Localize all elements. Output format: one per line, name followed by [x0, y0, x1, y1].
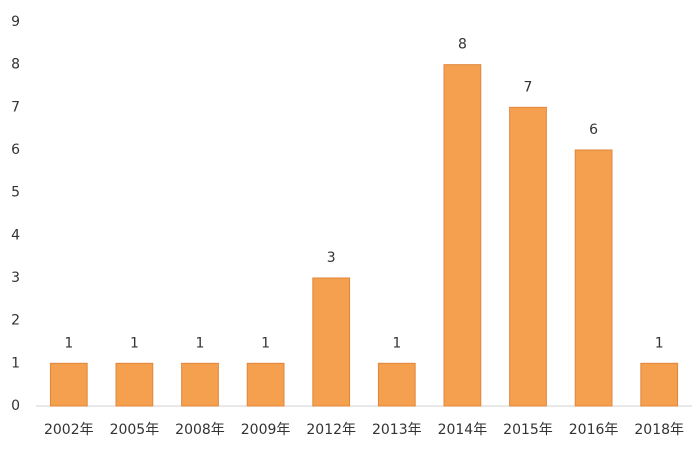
bar	[377, 362, 416, 407]
y-tick-label: 6	[11, 142, 20, 158]
x-tick-label: 2014年	[438, 422, 488, 438]
bar	[115, 362, 154, 407]
x-tick-label: 2016年	[569, 422, 619, 438]
bar	[574, 149, 613, 407]
data-label: 1	[655, 335, 664, 351]
y-tick-label: 4	[11, 227, 20, 243]
x-tick-label: 2013年	[372, 422, 422, 438]
bar	[509, 106, 547, 407]
y-tick-label: 2	[11, 313, 20, 329]
x-tick-label: 2009年	[241, 422, 291, 438]
x-tick-label: 2018年	[634, 422, 684, 438]
y-tick-label: 1	[11, 355, 20, 371]
x-tick-label: 2008年	[175, 422, 225, 438]
bar	[640, 362, 679, 407]
data-label: 6	[589, 122, 598, 138]
x-tick-label: 2005年	[110, 422, 160, 438]
y-tick-label: 7	[11, 99, 20, 115]
bar	[312, 277, 351, 407]
bar	[246, 362, 285, 407]
data-label: 1	[392, 335, 401, 351]
bar	[49, 362, 88, 407]
y-tick-label: 8	[11, 57, 20, 73]
data-label: 1	[261, 335, 270, 351]
data-label: 1	[130, 335, 139, 351]
y-tick-label: 3	[11, 270, 20, 286]
data-label: 3	[327, 250, 336, 266]
data-label: 8	[458, 37, 467, 53]
x-tick-label: 2002年	[44, 422, 94, 438]
bar	[443, 64, 482, 407]
x-tick-label: 2015年	[503, 422, 553, 438]
data-label: 1	[64, 335, 73, 351]
y-tick-label: 9	[11, 14, 20, 30]
x-tick-label: 2012年	[306, 422, 356, 438]
bar	[181, 362, 219, 407]
data-label: 7	[524, 79, 533, 95]
y-tick-label: 0	[11, 398, 20, 414]
y-tick-label: 5	[11, 185, 20, 201]
data-label: 1	[196, 335, 205, 351]
